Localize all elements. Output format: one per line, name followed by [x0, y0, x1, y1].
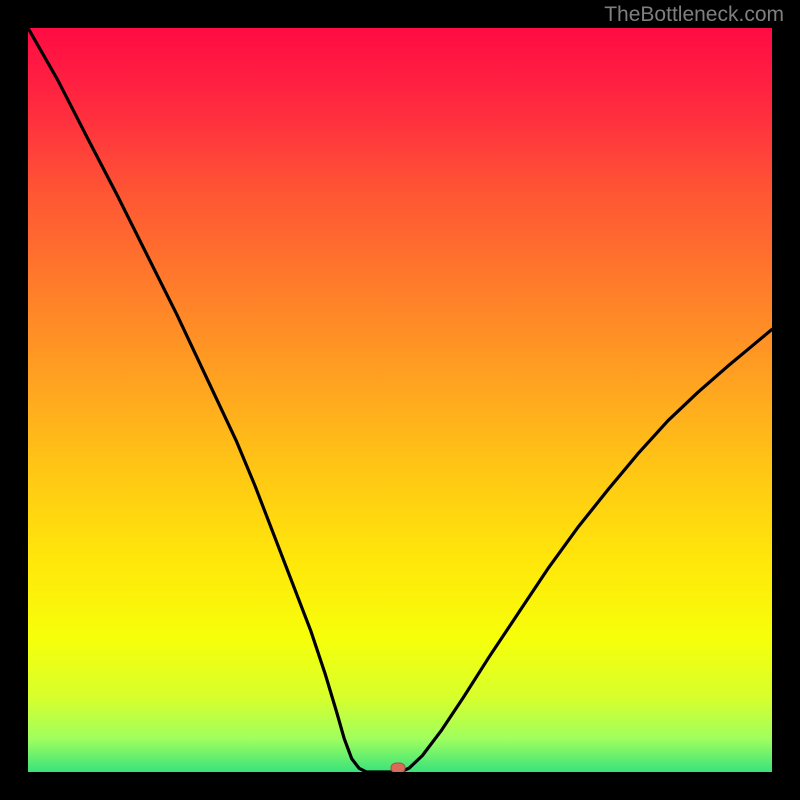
watermark-text: TheBottleneck.com	[604, 3, 784, 27]
chart-gradient-background	[28, 28, 772, 772]
bottleneck-chart	[0, 0, 800, 800]
optimum-marker	[390, 763, 405, 772]
chart-gradient-fill	[28, 28, 772, 772]
